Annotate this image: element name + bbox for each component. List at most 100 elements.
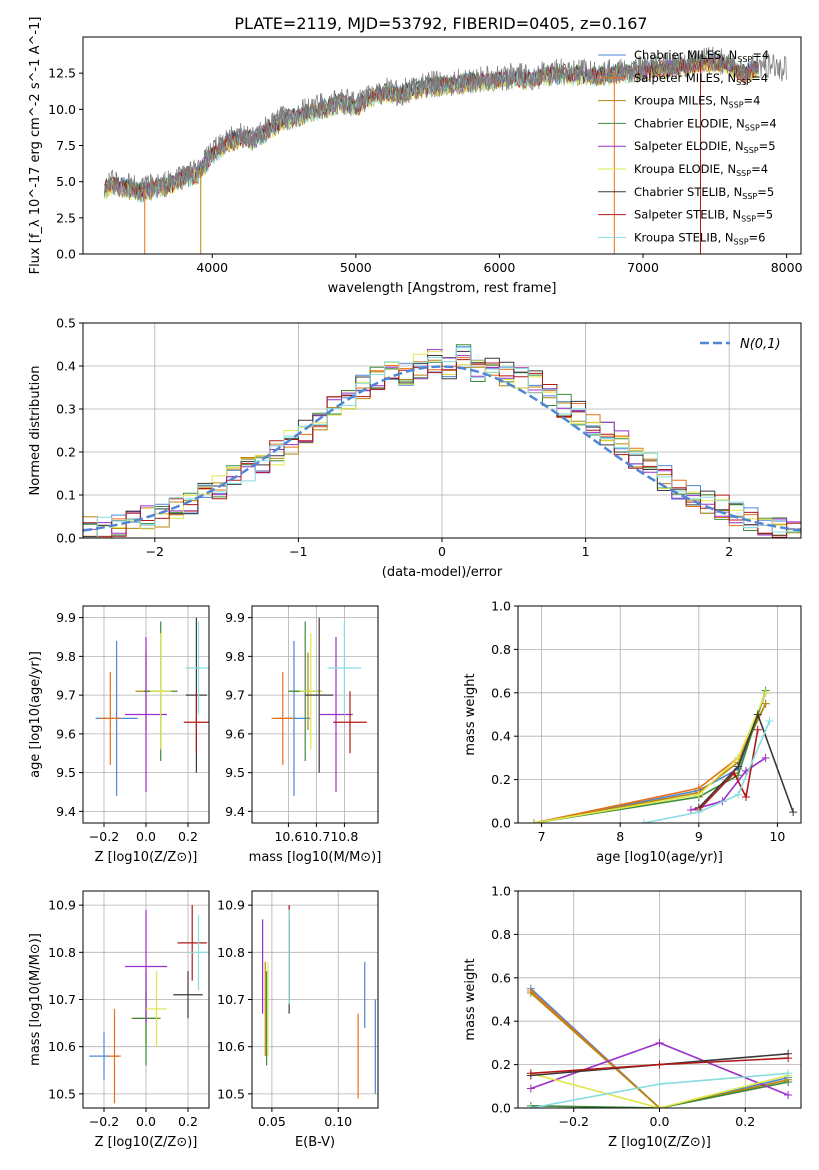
y-tick-label: 10.7 (48, 992, 76, 1007)
y-tick-label: 7.5 (56, 138, 76, 153)
y-tick-label: 9.6 (56, 726, 76, 741)
x-axis-label: Z [log10(Z/Z⊙)] (95, 1135, 198, 1150)
legend-label: Chabrier ELODIE, NSSP=4 (634, 116, 777, 132)
x-tick-label: 8000 (771, 260, 803, 275)
x-tick-label: 0.0 (136, 829, 156, 844)
y-tick-label: 12.5 (48, 66, 76, 81)
x-axis-label: age [log10(age/yr)] (596, 850, 723, 865)
legend-value: =4 (760, 116, 777, 130)
mass-weight-marker (526, 1104, 535, 1108)
x-tick-label: 8 (616, 829, 624, 844)
axes-frame (517, 605, 802, 824)
legend-value: =4 (744, 94, 761, 108)
y-tick-label: 0.2 (56, 445, 76, 460)
figure-title: PLATE=2119, MJD=53792, FIBERID=0405, z=0… (234, 14, 647, 33)
legend-label: Kroupa ELODIE, NSSP=4 (634, 162, 768, 178)
x-tick-label: 0.2 (735, 1114, 755, 1129)
x-axis-label: wavelength [Angstrom, rest frame] (328, 281, 557, 296)
mass-weight-marker (686, 805, 695, 814)
x-axis-label: Z [log10(Z/Z⊙)] (95, 850, 198, 865)
mass-weight-marker (734, 762, 743, 771)
x-tick-label: 6000 (484, 260, 516, 275)
y-tick-label: 9.5 (225, 765, 245, 780)
mass-weight-marker (784, 1090, 793, 1099)
legend-subscript: SSP (736, 78, 751, 87)
x-tick-label: −0.2 (559, 1114, 589, 1129)
legend-subscript: SSP (729, 101, 744, 110)
y-tick-label: 0.8 (491, 642, 511, 657)
mass-weight-series-0 (530, 988, 789, 1108)
y-tick-label: 0.0 (56, 531, 76, 546)
x-tick-label: 0.2 (178, 829, 198, 844)
y-tick-label: 10.5 (48, 1086, 76, 1101)
mass-weight-lines (526, 984, 793, 1108)
mass-weight-marker (526, 988, 535, 997)
y-tick-label: 0.5 (56, 316, 76, 331)
legend-label: Kroupa MILES, NSSP=4 (634, 94, 760, 110)
panel-mass-weight-vs-age: 7 8 9 10 0.0 0.2 0.4 0.6 0.8 1.0 age [log10(age/yr… (463, 599, 802, 865)
mass-weight-marker (655, 1080, 664, 1089)
mass-weight-marker (730, 769, 739, 778)
x-tick-label: 0.10 (324, 1114, 352, 1129)
legend-subscript: SSP (744, 146, 759, 155)
mass-weight-marker (741, 792, 750, 801)
y-tick-label: 10.5 (217, 1086, 245, 1101)
legend-subscript: SSP (741, 215, 756, 224)
legend-subscript: SSP (737, 55, 752, 64)
y-axis-label: mass weight (463, 673, 478, 755)
y-tick-label: 9.9 (56, 610, 76, 625)
y-tick-label: 10.7 (217, 992, 245, 1007)
model-legend: Chabrier MILES, NSSP=4 Salpeter MILES, NS… (598, 48, 777, 246)
error-bars (262, 905, 376, 1099)
residual-hist-8 (83, 347, 801, 538)
y-tick-label: 9.8 (225, 649, 245, 664)
y-tick-label: 0.0 (491, 816, 511, 831)
y-tick-label: 9.6 (225, 726, 245, 741)
x-tick-label: 0 (438, 544, 446, 559)
y-axis-label: mass weight (463, 958, 478, 1040)
panel-residuals: −2 −1 0 1 2 0.0 0.1 0.2 0.3 0.4 0.5 (data-model)/er… (28, 316, 802, 580)
y-axis-label: age [log10(age/yr)] (28, 651, 43, 778)
error-bars (89, 905, 209, 1104)
y-tick-label: 9.7 (56, 688, 76, 703)
y-tick-label: 9.9 (225, 610, 245, 625)
y-tick-label: 10.8 (217, 945, 245, 960)
mass-weight-marker (765, 717, 774, 726)
legend-value: =6 (749, 230, 766, 244)
x-tick-label: 7 (538, 829, 546, 844)
legend-subscript: SSP (742, 192, 757, 201)
error-bars (271, 617, 367, 796)
y-tick-label: 9.7 (225, 688, 245, 703)
x-tick-label: 0.05 (258, 1114, 286, 1129)
panel-mass-vs-ebv: 0.05 0.10 10.5 10.6 10.7 10.8 10.9 E(B-V) (217, 890, 379, 1150)
x-tick-label: 10 (769, 829, 785, 844)
y-tick-label: 9.4 (225, 804, 245, 819)
legend-subscript: SSP (734, 237, 749, 246)
panel-age-vs-mass: 10.6 10.7 10.8 9.4 9.5 9.6 9.7 9.8 9.9 mass [log1… (225, 605, 381, 865)
y-tick-label: 0.1 (56, 488, 76, 503)
mass-weight-marker (784, 1054, 793, 1063)
mass-weight-marker (655, 1104, 664, 1108)
x-tick-label: 10.8 (330, 829, 358, 844)
panel-mass-weight-vs-Z: −0.2 0.0 0.2 0.0 0.2 0.4 0.6 0.8 1.0 Z [log10(Z/Z… (463, 884, 802, 1150)
mass-weight-marker (734, 790, 743, 799)
y-tick-label: 10.9 (48, 898, 76, 913)
mass-weight-series-3 (530, 1081, 789, 1108)
mass-weight-series-5 (530, 1072, 789, 1108)
y-tick-label: 0.4 (491, 1014, 511, 1029)
y-tick-label: 10.6 (217, 1039, 245, 1054)
gaussian-reference-curve (83, 365, 801, 532)
mass-weight-marker (655, 1060, 664, 1069)
axes-frame (251, 605, 379, 824)
legend-label: Chabrier MILES, NSSP=4 (634, 48, 769, 64)
x-tick-label: −2 (146, 544, 164, 559)
legend-value: =4 (751, 162, 768, 176)
mass-weight-marker (694, 790, 703, 799)
y-tick-label: 10.6 (48, 1039, 76, 1054)
legend-label: Chabrier STELIB, NSSP=5 (634, 185, 774, 201)
y-tick-label: 10.9 (217, 898, 245, 913)
mass-weight-marker (784, 1069, 793, 1078)
x-axis-label: Z [log10(Z/Z⊙)] (608, 1135, 711, 1150)
legend-subscript: SSP (745, 123, 760, 132)
